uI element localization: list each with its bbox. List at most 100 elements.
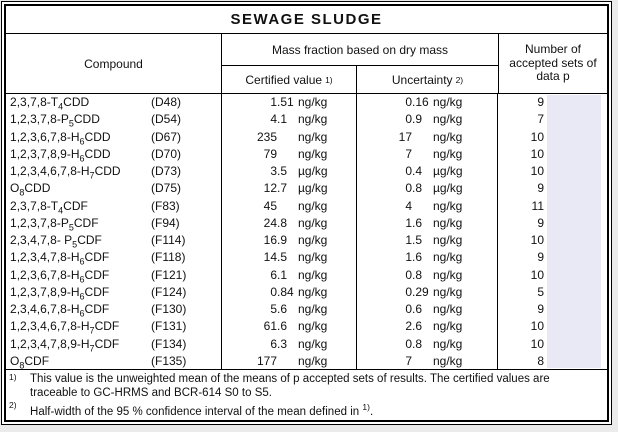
certified-value-int: 6 <box>270 267 277 282</box>
compound-code: (D73) <box>151 164 182 178</box>
certified-value-cell: 61.6 ng/kg <box>222 318 357 336</box>
uncertainty-cell: 0.29 ng/kg <box>357 283 498 301</box>
uncertainty-cell: 1.5 ng/kg <box>357 232 498 250</box>
uncertainty-unit: µg/kg <box>433 164 463 178</box>
compound-name: 2,3,4,7,8- P5CDF <box>10 233 102 250</box>
header-compound: Compound <box>6 34 222 93</box>
compound-name: 1,2,3,4,7,8,9-H7CDF <box>10 336 120 353</box>
accepted-sets-cell: 9 <box>498 94 607 111</box>
compound-code: (F134) <box>151 336 187 351</box>
footnote-2-marker: 2) <box>9 399 17 410</box>
certified-value-unit: ng/kg <box>298 302 328 316</box>
table-row: 1,2,3,7,8-P5CDF (F94) 24.8 ng/kg 1.6 ng/kg… <box>6 214 607 232</box>
compound-cell: O8CDF (F135) <box>6 352 222 371</box>
table-row: O8CDF (F135) 177 ng/kg 7 ng/kg 8 <box>6 352 607 371</box>
compound-cell: 1,2,3,7,8,9-H6CDD (D70) <box>6 145 222 163</box>
accepted-sets-value: 10 <box>530 129 544 144</box>
accepted-sets-cell: 10 <box>498 267 607 284</box>
table-row: 1,2,3,4,6,7,8-H7CDF (F131) 61.6 ng/kg 2.6… <box>6 318 607 336</box>
uncertainty-unit: ng/kg <box>433 112 463 127</box>
compound-cell: O8CDD (D75) <box>6 180 222 198</box>
table-row: 1,2,3,7,8-P5CDD (D54) 4.1 ng/kg 0.9 ng/kg … <box>6 111 607 129</box>
certified-value-unit: ng/kg <box>298 267 328 282</box>
certified-value-int: 177 <box>256 353 277 368</box>
uncertainty-int: 0 <box>405 181 412 196</box>
accepted-sets-value: 10 <box>530 319 544 334</box>
header-mass-fraction-group: Mass fraction based on dry mass Certifie… <box>222 34 499 93</box>
certified-value-int: 16 <box>263 233 277 247</box>
certified-value-frac: .6 <box>277 302 288 316</box>
uncertainty-int: 7 <box>405 146 412 161</box>
table-row: 2,3,7,8-T4CDF (F83) 45 ng/kg 4 ng/kg 11 <box>6 197 607 215</box>
uncertainty-int: 4 <box>405 198 412 213</box>
header-mass-fraction: Mass fraction based on dry mass <box>222 34 498 66</box>
uncertainty-unit: ng/kg <box>433 95 463 109</box>
compound-cell: 2,3,4,7,8- P5CDF (F114) <box>6 232 222 249</box>
certified-value-cell: 5.6 ng/kg <box>222 301 357 319</box>
header-uncertainty: Uncertainty 2) <box>391 72 464 87</box>
uncertainty-cell: 17 ng/kg <box>357 128 498 146</box>
compound-code: (D75) <box>151 181 182 196</box>
certified-value-unit: ng/kg <box>298 336 328 351</box>
uncertainty-int: 0 <box>405 336 412 351</box>
compound-code: (D67) <box>151 129 182 144</box>
uncertainty-cell: 2.6 ng/kg <box>357 318 498 336</box>
compound-cell: 1,2,3,4,7,8,9-H7CDF (F134) <box>6 335 222 353</box>
compound-name: 1,2,3,6,7,8-H6CDF <box>10 267 110 284</box>
certified-value-cell: 16.9 ng/kg <box>222 232 357 250</box>
accepted-sets-cell: 11 <box>498 198 607 215</box>
table-row: 2,3,4,6,7,8-H6CDF (F130) 5.6 ng/kg 0.6 ng/… <box>6 301 607 318</box>
table-header: Compound Mass fraction based on dry mass… <box>6 34 607 94</box>
table-row: 2,3,4,7,8- P5CDF (F114) 16.9 ng/kg 1.5 ng/… <box>6 232 607 249</box>
compound-name: 1,2,3,4,7,8-H6CDF <box>10 250 110 267</box>
uncertainty-cell: 0.8 µg/kg <box>357 180 498 198</box>
compound-name: O8CDF <box>10 353 50 371</box>
uncertainty-frac: .8 <box>412 336 423 351</box>
compound-name: 2,3,7,8-T4CDD <box>10 95 90 112</box>
certified-value-unit: ng/kg <box>298 146 328 161</box>
accepted-sets-cell: 10 <box>498 336 607 353</box>
accepted-sets-value: 10 <box>530 233 544 247</box>
certified-value-unit: ng/kg <box>298 112 328 127</box>
uncertainty-int: 0 <box>405 112 412 127</box>
footnote-1-text: This value is the unweighted mean of the… <box>30 373 550 399</box>
certified-value-cell: 0.84 ng/kg <box>222 283 357 301</box>
certified-value-unit: ng/kg <box>298 215 328 230</box>
uncertainty-frac: .6 <box>412 302 423 316</box>
certified-value-unit: µg/kg <box>298 181 328 196</box>
uncertainty-int: 1 <box>405 215 412 230</box>
compound-code: (F135) <box>151 353 187 368</box>
table-row: 1,2,3,4,7,8,9-H7CDF (F134) 6.3 ng/kg 0.8 n… <box>6 335 607 353</box>
table-row: 1,2,3,4,7,8-H6CDF (F118) 14.5 ng/kg 1.6 ng… <box>6 249 607 267</box>
accepted-sets-cell: 10 <box>498 129 607 146</box>
compound-code: (F124) <box>151 284 187 299</box>
accepted-sets-value: 10 <box>530 336 544 351</box>
uncertainty-cell: 0.8 ng/kg <box>357 266 498 284</box>
table-row: 1,2,3,6,7,8-H6CDF (F121) 6.1 ng/kg 0.8 ng/… <box>6 266 607 284</box>
uncertainty-cell: 0.9 ng/kg <box>357 111 498 129</box>
uncertainty-frac: .6 <box>412 319 423 334</box>
certified-value-frac: .1 <box>277 112 288 127</box>
header-uncertainty-label: Uncertainty <box>391 72 453 87</box>
compound-code: (F94) <box>151 215 180 230</box>
uncertainty-frac: .8 <box>412 181 423 196</box>
uncertainty-unit: ng/kg <box>433 336 463 351</box>
certified-value-cell: 6.1 ng/kg <box>222 266 357 284</box>
certified-value-unit: ng/kg <box>298 198 328 213</box>
accepted-sets-cell: 8 <box>498 353 607 370</box>
certified-value-frac: .9 <box>277 233 288 247</box>
header-certified-label: Certified value <box>245 72 323 87</box>
certified-value-unit: ng/kg <box>298 353 328 368</box>
certified-value-unit: ng/kg <box>298 250 328 265</box>
footnote-2: 2) Half-width of the 95 % confidence int… <box>6 399 607 420</box>
certified-value-unit: ng/kg <box>298 95 328 109</box>
uncertainty-frac: .6 <box>412 250 423 265</box>
footnote-1: 1) This value is the unweighted mean of … <box>6 372 607 401</box>
accepted-sets-value: 10 <box>530 164 544 178</box>
accepted-sets-cell: 9 <box>498 301 607 318</box>
certified-value-int: 61 <box>263 319 277 334</box>
compound-cell: 1,2,3,4,6,7,8-H7CDD (D73) <box>6 163 222 180</box>
certified-value-int: 1 <box>270 95 277 109</box>
uncertainty-int: 7 <box>405 353 412 368</box>
data-rows: 2,3,7,8-T4CDD (D48) 1.51 ng/kg 0.16 ng/kg … <box>6 94 607 370</box>
